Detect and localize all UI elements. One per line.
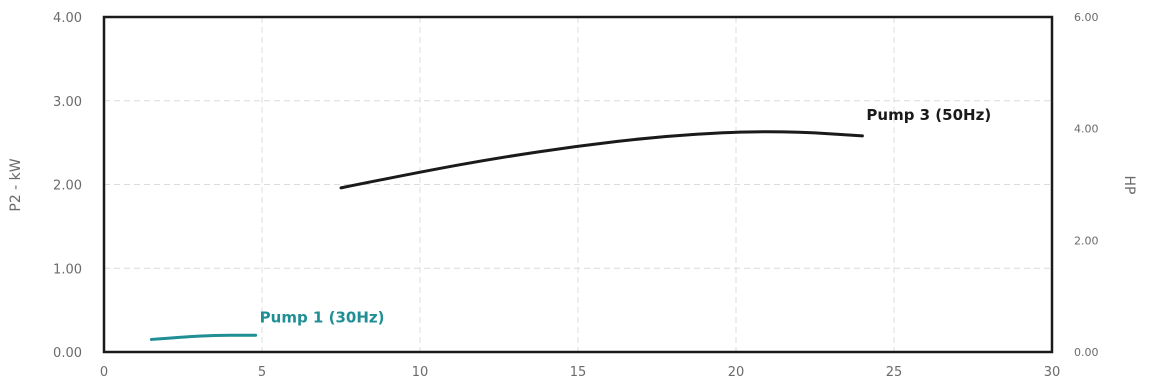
y-tick-label: 2.00	[53, 179, 82, 194]
x-tick-label: 10	[412, 365, 429, 380]
x-tick-label: 20	[728, 365, 745, 380]
x-tick-label: 5	[258, 365, 266, 380]
tick-layer: 0 5 10 15 20 25 30 0.00 1.00 2.00 3.00 4.00 0.00 2.00…	[53, 11, 1098, 380]
x-tick-label: 15	[570, 365, 587, 380]
series-label-2: Pump 3 (50Hz)	[866, 106, 991, 124]
series-line-2	[339, 130, 864, 190]
y2-tick-label: 6.00	[1074, 11, 1099, 24]
y2-tick-label: 4.00	[1074, 123, 1099, 136]
label-layer: Pump 1 (30Hz) Pump 3 (50Hz)	[260, 106, 992, 326]
y2-tick-label: 0.00	[1074, 346, 1099, 359]
y-tick-label: 3.00	[53, 95, 82, 110]
y-tick-label: 4.00	[53, 11, 82, 26]
x-tick-label: 25	[886, 365, 903, 380]
series-label-1: Pump 1 (30Hz)	[260, 308, 385, 326]
y2-axis-title: HP	[1121, 176, 1137, 195]
y-tick-label: 1.00	[53, 262, 82, 277]
y2-tick-label: 2.00	[1074, 234, 1099, 247]
x-tick-label: 30	[1044, 365, 1061, 380]
y-tick-label: 0.00	[53, 346, 82, 361]
grid-layer	[104, 17, 1052, 352]
series-layer	[149, 130, 864, 341]
y-axis-title: P2 - kW	[8, 158, 24, 211]
series-line-1	[149, 333, 258, 341]
x-tick-label: 0	[100, 365, 108, 380]
plot-frame	[102, 15, 1054, 354]
